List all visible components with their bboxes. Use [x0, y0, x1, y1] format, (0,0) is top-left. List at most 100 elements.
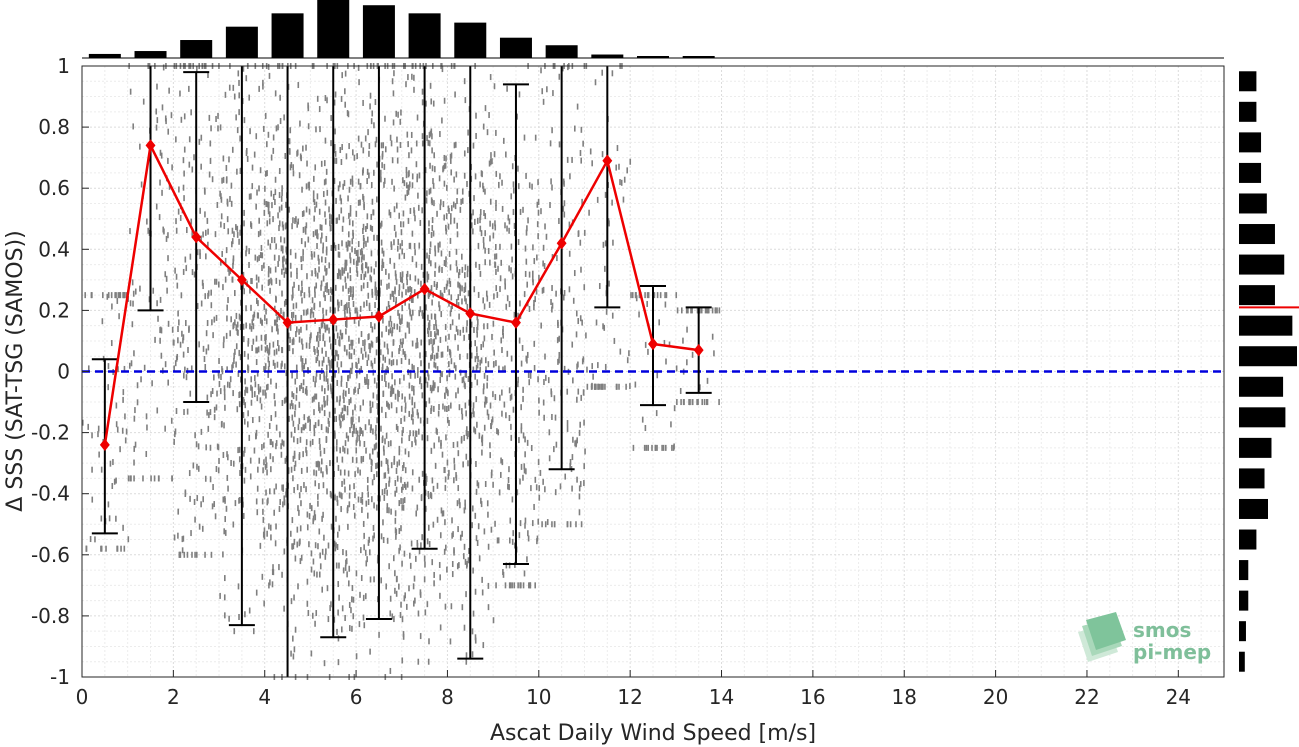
- scatter-point: [443, 466, 446, 473]
- scatter-point: [490, 419, 493, 426]
- scatter-point: [580, 126, 583, 133]
- scatter-point: [534, 134, 537, 141]
- scatter-point: [367, 512, 369, 519]
- scatter-point: [433, 324, 435, 331]
- scatter-point: [339, 329, 342, 336]
- scatter-point: [388, 563, 390, 570]
- scatter-point: [156, 117, 159, 124]
- scatter-point: [283, 499, 286, 506]
- scatter-point: [239, 315, 242, 322]
- scatter-point: [251, 319, 254, 326]
- scatter-point: [466, 265, 469, 272]
- scatter-point: [146, 218, 148, 225]
- scatter-point: [577, 318, 580, 325]
- scatter-point: [506, 225, 508, 232]
- scatter-point: [380, 142, 383, 149]
- scatter-point: [344, 405, 347, 412]
- scatter-point: [501, 410, 503, 417]
- scatter-point: [182, 337, 184, 344]
- scatter-point: [289, 164, 292, 171]
- scatter-point: [191, 551, 193, 558]
- scatter-point: [290, 466, 293, 473]
- x-axis: 0 2 4 6 8 10 12 14 16 18 20 22 24: [76, 670, 1191, 709]
- scatter-point: [300, 314, 303, 321]
- scatter-point: [352, 229, 354, 236]
- scatter-point: [525, 229, 528, 236]
- scatter-point: [569, 521, 572, 528]
- scatter-point: [405, 172, 408, 179]
- scatter-point: [255, 203, 257, 210]
- scatter-point: [563, 365, 566, 372]
- scatter-point: [223, 336, 225, 343]
- scatter-point: [91, 292, 93, 299]
- scatter-point: [526, 439, 529, 446]
- scatter-point: [549, 202, 551, 209]
- scatter-point: [253, 151, 256, 158]
- scatter-point: [239, 324, 242, 331]
- scatter-point: [178, 551, 181, 558]
- scatter-point: [305, 342, 308, 349]
- scatter-point: [364, 135, 367, 142]
- scatter-point: [383, 494, 386, 501]
- scatter-point: [556, 337, 559, 344]
- scatter-point: [389, 327, 392, 334]
- scatter-point: [682, 337, 684, 344]
- scatter-point: [398, 378, 401, 385]
- scatter-point: [467, 290, 470, 297]
- scatter-point: [316, 229, 318, 236]
- scatter-point: [97, 425, 100, 432]
- scatter-point: [330, 385, 332, 392]
- scatter-point: [131, 321, 134, 328]
- scatter-point: [355, 260, 358, 267]
- scatter-point: [122, 292, 124, 299]
- scatter-point: [145, 413, 148, 420]
- scatter-point: [433, 361, 436, 368]
- scatter-point: [611, 70, 614, 77]
- scatter-point: [409, 242, 412, 249]
- scatter-point: [386, 365, 388, 372]
- scatter-point: [179, 214, 182, 221]
- scatter-point: [403, 180, 406, 187]
- scatter-point: [229, 196, 231, 203]
- scatter-point: [100, 515, 103, 522]
- scatter-point: [686, 359, 688, 366]
- scatter-point: [301, 186, 303, 193]
- scatter-point: [207, 344, 210, 351]
- scatter-point: [499, 394, 501, 401]
- scatter-point: [393, 323, 396, 330]
- scatter-point: [482, 182, 484, 189]
- scatter-point: [261, 573, 264, 580]
- scatter-point: [218, 381, 221, 388]
- scatter-point: [318, 405, 320, 412]
- scatter-point: [264, 314, 266, 321]
- scatter-point: [337, 609, 339, 616]
- scatter-point: [368, 549, 371, 556]
- scatter-point: [411, 469, 414, 476]
- scatter-point: [449, 157, 452, 164]
- scatter-point: [352, 613, 355, 620]
- scatter-point: [398, 459, 401, 466]
- scatter-point: [293, 538, 296, 545]
- scatter-point: [322, 471, 324, 478]
- scatter-point: [352, 149, 354, 156]
- scatter-point: [278, 220, 281, 227]
- scatter-point: [261, 319, 263, 326]
- scatter-point: [323, 371, 325, 378]
- scatter-point: [347, 374, 350, 381]
- scatter-point: [446, 416, 449, 423]
- scatter-point: [262, 531, 265, 538]
- scatter-point: [393, 262, 396, 269]
- scatter-point: [573, 125, 576, 132]
- scatter-point: [318, 464, 320, 471]
- scatter-point: [514, 230, 516, 237]
- scatter-point: [292, 635, 294, 642]
- scatter-point: [335, 349, 337, 356]
- scatter-point: [365, 225, 367, 232]
- scatter-point: [330, 287, 332, 294]
- scatter-point: [289, 262, 292, 269]
- scatter-point: [440, 311, 443, 318]
- scatter-point: [213, 414, 216, 421]
- scatter-point: [111, 483, 114, 490]
- scatter-point: [207, 290, 210, 297]
- scatter-point: [330, 218, 333, 225]
